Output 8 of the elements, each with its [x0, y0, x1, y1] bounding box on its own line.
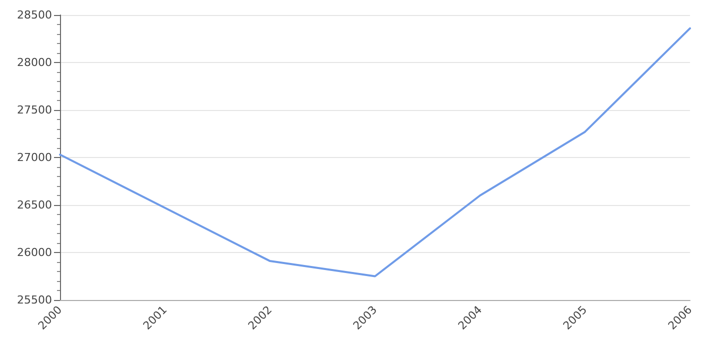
y-tick-label: 26500: [17, 198, 52, 212]
y-tick-label: 27500: [17, 104, 52, 116]
y-tick-label: 27000: [17, 151, 52, 164]
y-tick-label: 28500: [17, 8, 52, 22]
y-tick-label: 26000: [17, 246, 52, 259]
y-tick-label: 25500: [17, 294, 52, 306]
line-series: [59, 27, 691, 278]
y-tick-label: 28000: [17, 56, 52, 69]
